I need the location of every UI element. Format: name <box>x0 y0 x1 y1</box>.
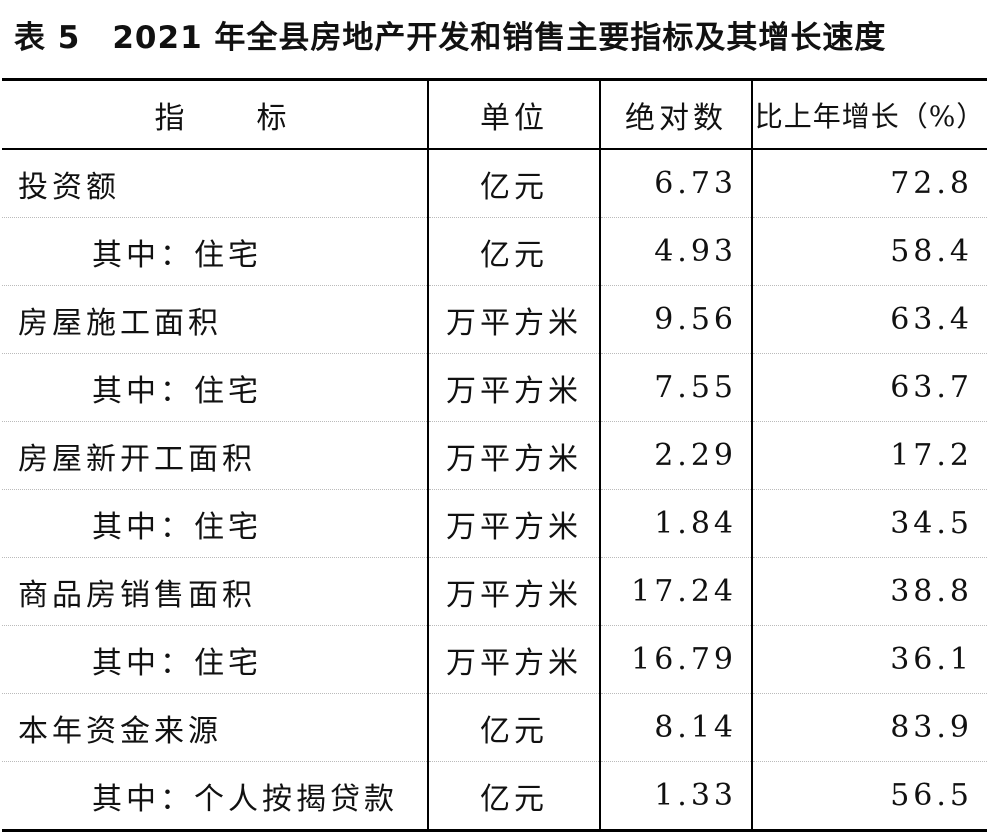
table-cell: 6.73 <box>599 149 752 218</box>
table-cell: 万平方米 <box>427 353 600 422</box>
table-cell: 63.7 <box>751 353 987 422</box>
table-row: 商品房销售面积 万平方米 17.24 38.8 <box>2 557 987 626</box>
table-cell: 本年资金来源 <box>2 693 428 762</box>
table-row: 其中：住宅 万平方米 16.79 36.1 <box>2 625 987 694</box>
table-cell: 38.8 <box>751 557 987 626</box>
table-cell: 万平方米 <box>427 625 600 694</box>
table-cell: 亿元 <box>427 693 600 762</box>
table-row: 本年资金来源 亿元 8.14 83.9 <box>2 693 987 762</box>
table-row: 其中：住宅 万平方米 1.84 34.5 <box>2 489 987 558</box>
table-cell: 56.5 <box>751 761 987 831</box>
table-row: 投资额 亿元 6.73 72.8 <box>2 149 987 218</box>
table-cell: 1.84 <box>599 489 752 558</box>
table-cell: 万平方米 <box>427 421 600 490</box>
table-cell: 36.1 <box>751 625 987 694</box>
table-cell: 房屋施工面积 <box>2 285 428 354</box>
header-cell: 指 标 <box>2 79 428 150</box>
table-cell: 1.33 <box>599 761 752 831</box>
table-cell: 其中：住宅 <box>2 353 428 422</box>
table-row: 房屋新开工面积 万平方米 2.29 17.2 <box>2 421 987 490</box>
table-cell: 亿元 <box>427 761 600 831</box>
table-row: 房屋施工面积 万平方米 9.56 63.4 <box>2 285 987 354</box>
table-cell: 2.29 <box>599 421 752 490</box>
table-cell: 亿元 <box>427 149 600 218</box>
table-cell: 商品房销售面积 <box>2 557 428 626</box>
table-cell: 17.2 <box>751 421 987 490</box>
table-cell: 万平方米 <box>427 285 600 354</box>
table-cell: 亿元 <box>427 217 600 286</box>
table-cell: 万平方米 <box>427 557 600 626</box>
data-table: 指 标单位 绝对数 比上年增长（%） 投资额 亿元 6.73 72.8 其中：住宅 亿元 4.9… <box>2 78 987 832</box>
header-row: 指 标单位 绝对数 比上年增长（%） <box>2 79 987 150</box>
table-cell: 其中：住宅 <box>2 625 428 694</box>
table-cell: 其中：住宅 <box>2 489 428 558</box>
table-row: 其中：个人按揭贷款 亿元 1.33 56.5 <box>2 761 987 831</box>
table-cell: 17.24 <box>599 557 752 626</box>
table-cell: 万平方米 <box>427 489 600 558</box>
header-cell: 单位 <box>427 79 600 150</box>
table-title: 表 5 2021 年全县房地产开发和销售主要指标及其增长速度 <box>14 20 887 56</box>
table-cell: 72.8 <box>751 149 987 218</box>
table-cell: 63.4 <box>751 285 987 354</box>
table-cell: 7.55 <box>599 353 752 422</box>
table-cell: 其中：个人按揭贷款 <box>92 781 398 817</box>
table-cell: 58.4 <box>751 217 987 286</box>
table-cell: 16.79 <box>599 625 752 694</box>
table-row: 其中：住宅 亿元 4.93 58.4 <box>2 217 987 286</box>
table-cell: 9.56 <box>599 285 752 354</box>
table-cell: 其中：住宅 <box>2 217 428 286</box>
header-cell: 绝对数 <box>599 79 752 150</box>
table-cell: 投资额 <box>2 149 428 218</box>
table-row: 其中：住宅 万平方米 7.55 63.7 <box>2 353 987 422</box>
table-body: 投资额 亿元 6.73 72.8 其中：住宅 亿元 4.93 58.4 房屋施工面积 万平方米 9.… <box>2 149 987 831</box>
header-cell: 比上年增长（%） <box>751 79 987 150</box>
table-cell: 83.9 <box>751 693 987 762</box>
table-cell: 4.93 <box>599 217 752 286</box>
table-cell: 8.14 <box>599 693 752 762</box>
table-cell: 34.5 <box>751 489 987 558</box>
table-cell: 房屋新开工面积 <box>2 421 428 490</box>
